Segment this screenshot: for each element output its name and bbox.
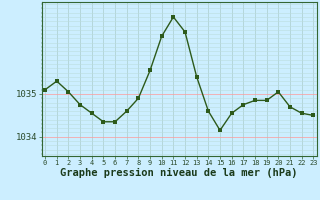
X-axis label: Graphe pression niveau de la mer (hPa): Graphe pression niveau de la mer (hPa) xyxy=(60,168,298,178)
